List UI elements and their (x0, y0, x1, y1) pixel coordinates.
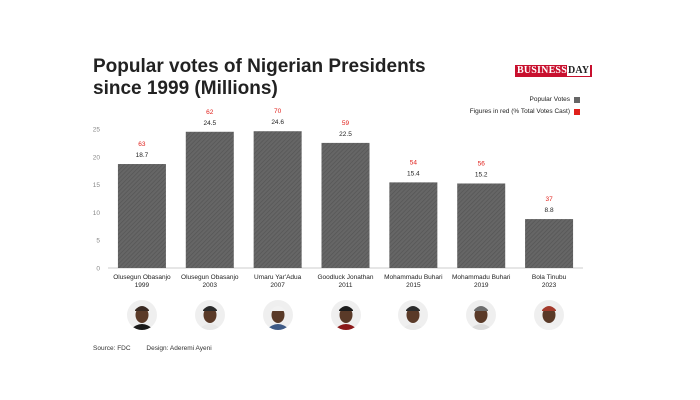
y-tick-label: 20 (93, 154, 101, 161)
percent-label: 54 (410, 159, 418, 166)
legend-swatch (574, 96, 580, 103)
president-portrait (466, 300, 497, 330)
bar-value-label: 24.5 (203, 120, 216, 127)
percent-label: 62 (206, 109, 214, 116)
footer: Source: FDC Design: Aderemi Ayeni (93, 345, 226, 352)
legend-label: Popular Votes (529, 96, 570, 103)
x-tick-label-year: 2023 (542, 282, 557, 289)
source-credit: Source: FDC (93, 345, 131, 352)
percent-label: 37 (545, 196, 553, 203)
bar (321, 142, 370, 268)
percent-label: 59 (342, 120, 350, 127)
bar-value-label: 24.6 (271, 119, 284, 126)
x-tick-label-year: 2015 (406, 282, 421, 289)
y-tick-label: 25 (93, 127, 101, 134)
bar-value-label: 18.7 (136, 152, 149, 159)
x-tick-label-year: 2003 (203, 282, 218, 289)
y-tick-label: 10 (93, 210, 101, 217)
percent-label: 56 (478, 160, 486, 167)
bar-value-label: 22.5 (339, 131, 352, 138)
president-portrait (262, 300, 293, 330)
president-portrait (330, 300, 361, 330)
legend-item-percent: Figures in red (% Total Votes Cast) (470, 108, 580, 115)
president-portrait (534, 300, 565, 330)
percent-label: 63 (138, 141, 146, 148)
y-tick-label: 0 (96, 266, 100, 273)
bar-value-label: 15.4 (407, 170, 420, 177)
bar (117, 164, 166, 268)
bar-value-label: 8.8 (545, 207, 554, 214)
x-tick-label-name: Mohammadu Buhari (384, 274, 443, 281)
brand-logo-main: BUSINESS (517, 65, 567, 76)
x-tick-label-name: Bola Tinubu (532, 274, 567, 281)
president-portrait (194, 300, 225, 330)
bar (253, 131, 302, 268)
legend-item-popular-votes: Popular Votes (530, 96, 580, 103)
brand-logo-day: DAY (566, 65, 591, 76)
x-tick-label-year: 2019 (474, 282, 489, 289)
x-tick-label-name: Olusegun Obasanjo (113, 274, 171, 281)
brand-logo: BUSINESSDAY (515, 65, 593, 77)
bar (525, 219, 574, 268)
x-tick-label-name: Umaru Yar'Adua (254, 274, 302, 281)
legend-swatch (574, 108, 580, 115)
y-tick-label: 5 (96, 238, 100, 245)
x-tick-label-year: 2007 (270, 282, 285, 289)
bar (185, 131, 234, 268)
percent-label: 70 (274, 108, 282, 115)
bar (457, 183, 506, 268)
x-tick-label-year: 2011 (339, 282, 353, 289)
x-tick-label-name: Mohammadu Buhari (452, 274, 511, 281)
legend-label: Figures in red (% Total Votes Cast) (469, 108, 570, 115)
bar-value-label: 15.2 (475, 171, 488, 178)
chart-title: Popular votes of Nigerian Presidents sin… (93, 56, 426, 99)
x-tick-label-name: Olusegun Obasanjo (181, 274, 239, 281)
x-tick-label-name: Goodluck Jonathan (317, 274, 373, 281)
president-portrait (126, 300, 157, 330)
bar (389, 182, 438, 268)
president-portrait (398, 300, 429, 330)
design-credit: Design: Aderemi Ayeni (146, 345, 212, 352)
y-tick-label: 15 (93, 182, 101, 189)
x-tick-label-year: 1999 (135, 282, 150, 289)
